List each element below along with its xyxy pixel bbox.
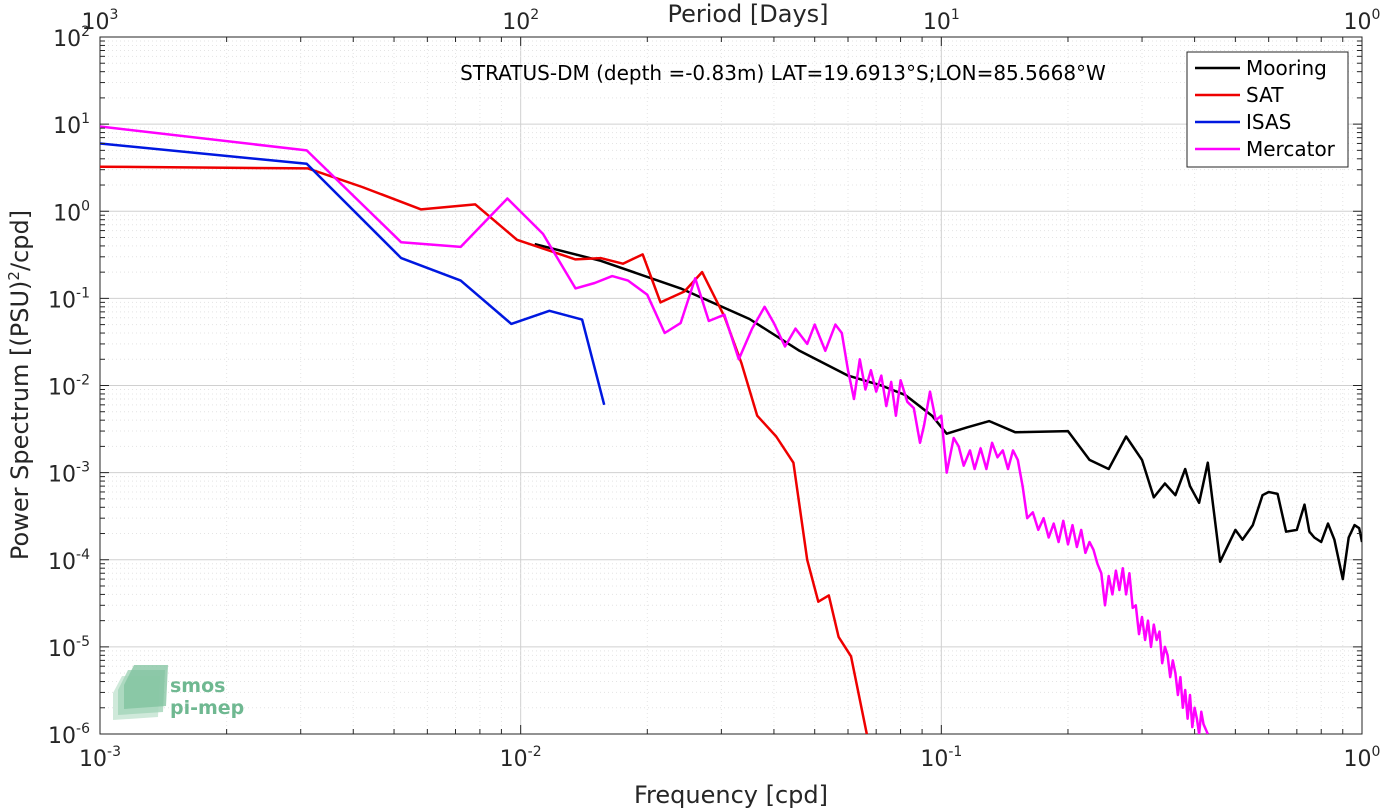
y-tick-label-base: 10 [53,201,81,226]
y-tick-label-base: 10 [48,376,76,401]
y-tick-label: 10-1 [48,285,90,313]
y-axis-label-tail: /cpd] [6,210,34,271]
x-tick-label: 10-3 [79,744,121,772]
top-tick-label: 100 [1344,7,1381,35]
top-tick-label-exp: 0 [1372,7,1381,23]
y-tick-label-exp: -3 [76,460,90,476]
grid [99,37,1362,735]
y-tick-label-base: 10 [53,27,81,52]
y-tick-label-base: 10 [48,463,76,488]
top-tick-label: 103 [82,7,119,35]
top-tick-label-exp: 2 [530,7,539,23]
legend-label-mercator: Mercator [1246,137,1336,161]
y-tick-label: 102 [53,24,90,52]
top-tick-label-exp: 1 [951,7,960,23]
top-tick-label-base: 10 [923,10,951,35]
y-axis-label-sup: 2 [5,271,23,281]
y-tick-label-exp: -4 [76,547,90,563]
x-tick-label-exp: 0 [1372,744,1381,760]
top-tick-label-base: 10 [502,10,530,35]
y-tick-label-exp: -2 [76,373,90,389]
x-tick-label: 100 [1344,744,1381,772]
x-tick-labels: 10-3 10-2 10-1 100 [79,744,1380,772]
x-tick-label-exp: -3 [107,744,121,760]
chart-title: STRATUS-DM (depth =-0.83m) LAT=19.6913°S… [460,61,1106,85]
y-tick-label: 101 [53,111,90,139]
tick-marks [99,37,1362,735]
x-axis-label: Frequency [cpd] [634,781,828,809]
series-line-sat [100,165,869,734]
legend-label-isas: ISAS [1246,110,1291,134]
y-axis-label-base: Power Spectrum [(PSU) [6,281,34,560]
legend-label-sat: SAT [1246,83,1284,107]
y-tick-label-exp: -6 [76,721,90,737]
y-tick-label: 100 [53,198,90,226]
y-tick-label: 10-6 [48,721,90,749]
x-tick-label-base: 10 [1344,747,1372,772]
smos-pi-mep-logo: smos pi-mep [113,665,244,720]
x-tick-label-base: 10 [920,747,948,772]
x-tick-label-base: 10 [500,747,528,772]
series-line-isas [100,142,606,406]
y-tick-label: 10-3 [48,460,90,488]
top-tick-label-exp: 3 [110,7,119,23]
x-tick-label-base: 10 [79,747,107,772]
y-tick-label: 10-4 [48,547,90,575]
y-axis-label: Power Spectrum [(PSU)2/cpd] [5,210,34,560]
y-tick-label-base: 10 [48,637,76,662]
x-tick-label: 10-1 [920,744,962,772]
logo-text-pi-mep: pi-mep [170,697,244,719]
y-tick-label-exp: -5 [76,634,90,650]
y-tick-label-base: 10 [48,288,76,313]
x-tick-label-exp: -1 [948,744,962,760]
y-tick-label-exp: -1 [76,285,90,301]
y-tick-label-base: 10 [48,550,76,575]
series-line-mooring [534,242,1362,581]
top-axis-label: Period [Days] [667,0,828,28]
y-tick-label-base: 10 [53,114,81,139]
logo-text-smos: smos [170,675,225,697]
top-tick-labels: 103 102 101 100 [82,7,1381,35]
y-tick-label-exp: 1 [81,111,90,127]
y-tick-label: 10-5 [48,634,90,662]
x-tick-label: 10-2 [500,744,542,772]
y-tick-label-exp: 0 [81,198,90,214]
series-line-mercator [100,125,1209,734]
series-layer [100,125,1362,734]
top-tick-label: 101 [923,7,960,35]
top-tick-label: 102 [502,7,539,35]
x-tick-label-exp: -2 [528,744,542,760]
y-tick-label-base: 10 [48,724,76,749]
legend: Mooring SAT ISAS Mercator [1186,51,1349,168]
legend-label-mooring: Mooring [1246,56,1327,80]
y-tick-label-exp: 2 [81,24,90,40]
top-tick-label-base: 10 [1344,10,1372,35]
y-tick-label: 10-2 [48,373,90,401]
logo-waves-icon [113,665,168,720]
top-tick-label-base: 10 [82,10,110,35]
